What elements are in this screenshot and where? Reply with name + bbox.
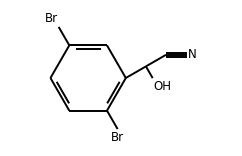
- Text: N: N: [188, 48, 197, 61]
- Text: OH: OH: [154, 80, 172, 93]
- Text: Br: Br: [111, 131, 124, 144]
- Text: Br: Br: [45, 12, 58, 25]
